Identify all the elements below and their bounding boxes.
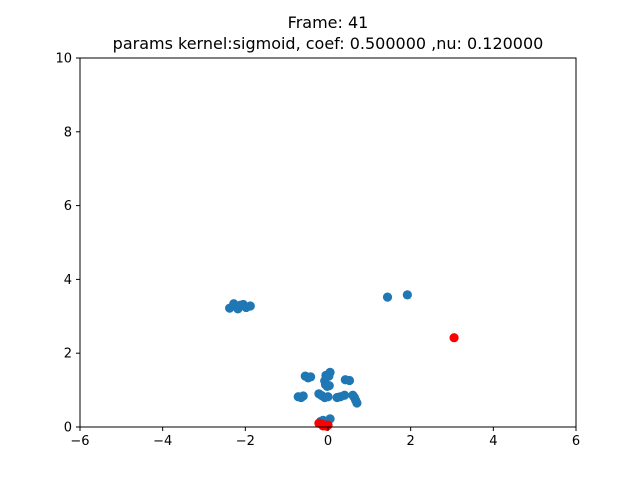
x-tick-label-4: 2 <box>407 434 415 449</box>
chart-subtitle: params kernel:sigmoid, coef: 0.500000 ,n… <box>113 34 544 53</box>
axes: −6 −4 −2 0 2 4 6 0 2 4 6 8 10 <box>55 52 580 450</box>
x-tick-label-2: −2 <box>236 434 255 449</box>
x-tick-label-3: 0 <box>324 434 332 449</box>
data-points <box>225 290 459 431</box>
y-tick-label-2: 4 <box>64 273 72 288</box>
y-tick-label-4: 8 <box>64 125 72 140</box>
data-point-s0-23 <box>298 391 308 401</box>
data-point-s0-7 <box>382 292 393 302</box>
y-tick-label-5: 10 <box>55 52 72 67</box>
chart-title: Frame: 41 <box>288 13 369 32</box>
data-point-s1-6 <box>449 333 459 343</box>
data-point-s1-5 <box>322 421 332 431</box>
data-point-s0-11 <box>306 372 316 382</box>
x-tick-label-6: 6 <box>572 434 580 449</box>
y-tick-label-0: 0 <box>64 421 72 436</box>
x-tick-label-1: −4 <box>153 434 172 449</box>
data-point-s0-18 <box>324 381 334 391</box>
data-point-s0-30 <box>339 390 350 400</box>
data-point-s0-34 <box>352 398 362 408</box>
data-point-s0-6 <box>245 301 255 311</box>
x-tick-label-5: 4 <box>489 434 497 449</box>
y-tick-label-1: 2 <box>64 347 72 362</box>
y-tick-label-3: 6 <box>64 199 72 214</box>
data-point-s0-20 <box>344 375 355 386</box>
x-tick-label-0: −6 <box>70 434 89 449</box>
data-point-s0-8 <box>402 290 412 300</box>
data-point-s0-27 <box>323 392 333 402</box>
